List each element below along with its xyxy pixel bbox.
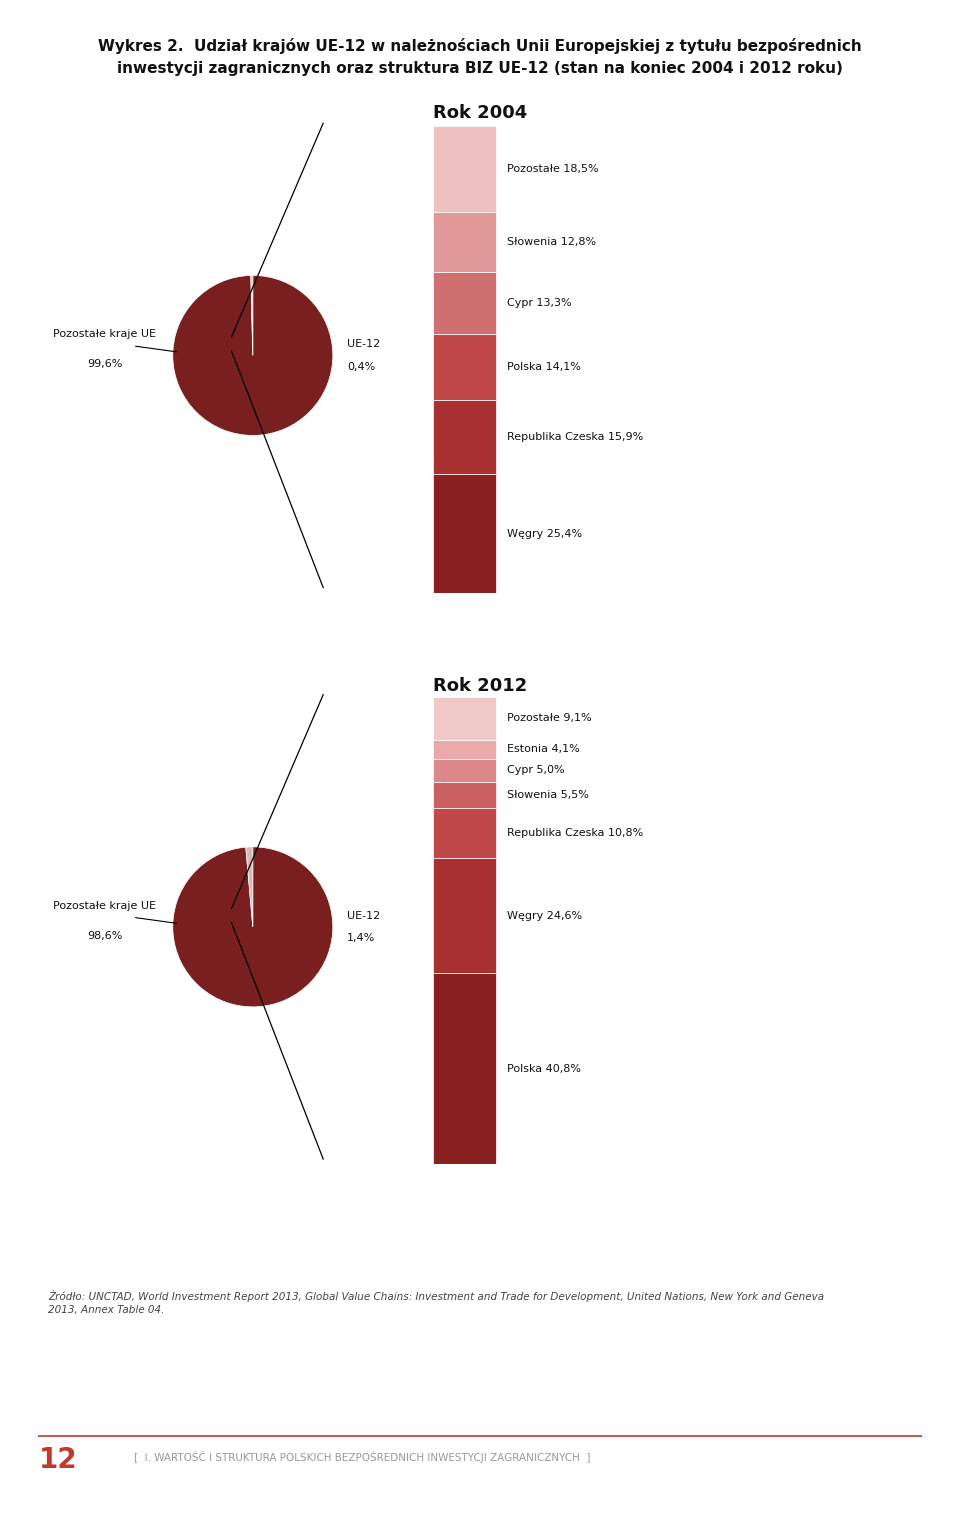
Text: Pozostałe 18,5%: Pozostałe 18,5% <box>507 164 599 173</box>
Text: [  I. WARTOŚĆ I STRUKTURA POLSKICH BEZPOŚREDNICH INWESTYCJI ZAGRANICZNYCH  ]: [ I. WARTOŚĆ I STRUKTURA POLSKICH BEZPOŚ… <box>134 1451 591 1463</box>
Bar <box>433 758 495 783</box>
Text: 0,4%: 0,4% <box>348 362 375 372</box>
Bar <box>433 807 495 858</box>
Wedge shape <box>173 276 333 435</box>
Text: Rok 2004: Rok 2004 <box>433 104 527 123</box>
Text: Estonia 4,1%: Estonia 4,1% <box>507 745 580 754</box>
Text: Pozostałe kraje UE: Pozostałe kraje UE <box>54 901 156 912</box>
Text: Węgry 24,6%: Węgry 24,6% <box>507 912 583 921</box>
Text: Wykres 2.  Udział krajów UE-12 w należnościach Unii Europejskiej z tytułu bezpoś: Wykres 2. Udział krajów UE-12 w należnoś… <box>98 38 862 54</box>
Text: 98,6%: 98,6% <box>87 931 123 941</box>
Text: Cypr 5,0%: Cypr 5,0% <box>507 766 564 775</box>
Text: Cypr 13,3%: Cypr 13,3% <box>507 297 572 308</box>
Text: 2013, Annex Table 04.: 2013, Annex Table 04. <box>48 1305 164 1316</box>
Bar <box>433 475 495 593</box>
Text: 12: 12 <box>38 1446 77 1474</box>
Text: UE-12: UE-12 <box>348 339 380 349</box>
Bar <box>433 858 495 973</box>
Bar <box>433 697 495 740</box>
Text: Polska 14,1%: Polska 14,1% <box>507 362 581 372</box>
Text: Pozostałe kraje UE: Pozostałe kraje UE <box>54 329 156 340</box>
Text: Słowenia 12,8%: Słowenia 12,8% <box>507 237 596 247</box>
Text: Republika Czeska 15,9%: Republika Czeska 15,9% <box>507 432 643 443</box>
Bar <box>433 400 495 475</box>
Wedge shape <box>246 847 252 927</box>
Wedge shape <box>251 276 252 355</box>
Text: Węgry 25,4%: Węgry 25,4% <box>507 529 583 539</box>
Wedge shape <box>173 847 333 1007</box>
Bar <box>433 126 495 211</box>
Bar <box>433 334 495 400</box>
Text: Źródło: UNCTAD, World Investment Report 2013, Global Value Chains: Investment an: Źródło: UNCTAD, World Investment Report … <box>48 1290 824 1302</box>
Text: Republika Czeska 10,8%: Republika Czeska 10,8% <box>507 829 643 838</box>
Text: Polska 40,8%: Polska 40,8% <box>507 1063 581 1074</box>
Text: Rok 2012: Rok 2012 <box>433 677 527 696</box>
Text: 99,6%: 99,6% <box>87 360 123 369</box>
Bar <box>433 973 495 1164</box>
Bar <box>433 783 495 807</box>
Bar <box>433 740 495 758</box>
Text: UE-12: UE-12 <box>348 910 380 921</box>
Text: inwestycji zagranicznych oraz struktura BIZ UE-12 (stan na koniec 2004 i 2012 ro: inwestycji zagranicznych oraz struktura … <box>117 61 843 77</box>
Text: 1,4%: 1,4% <box>348 933 375 944</box>
Bar <box>433 211 495 271</box>
Text: Słowenia 5,5%: Słowenia 5,5% <box>507 791 589 800</box>
Text: Pozostałe 9,1%: Pozostałe 9,1% <box>507 714 591 723</box>
Bar <box>433 271 495 334</box>
